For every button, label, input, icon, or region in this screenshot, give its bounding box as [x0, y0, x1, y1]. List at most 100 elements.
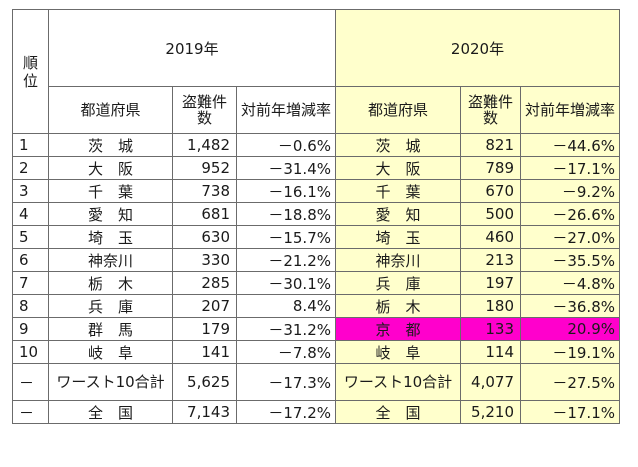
rank-cell: 4	[12, 202, 49, 226]
rate-2020-cell: －9.2%	[520, 179, 620, 203]
thefts-header-2020: 盗難件数	[460, 86, 521, 134]
rate-2020-cell: －26.6%	[520, 202, 620, 226]
theft-ranking-table-container: 順位 2019年 2020年 都道府県 盗難件数 対前年増減率 都道府県 盗難件…	[12, 9, 620, 424]
rate-2019-cell: －15.7%	[236, 225, 336, 249]
thefts-2020-cell: 789	[460, 156, 521, 180]
national-label-2020: 全 国	[335, 400, 461, 424]
table-row: 6 神奈川 330 －21.2% 神奈川 213 －35.5%	[12, 248, 620, 272]
prefecture-2019-cell: 栃 木	[48, 271, 173, 295]
thefts-2019-cell: 285	[172, 271, 237, 295]
thefts-2020-cell: 114	[460, 340, 521, 364]
prefecture-2020-cell: 兵 庫	[335, 271, 461, 295]
national-rank: －	[12, 400, 49, 424]
prefecture-2019-cell: 茨 城	[48, 133, 173, 157]
rate-2019-cell: －21.2%	[236, 248, 336, 272]
rate-2019-cell: －7.8%	[236, 340, 336, 364]
thefts-2019-cell: 330	[172, 248, 237, 272]
thefts-2019-cell: 681	[172, 202, 237, 226]
year-2020-header: 2020年	[335, 9, 620, 87]
thefts-2019-cell: 738	[172, 179, 237, 203]
thefts-2020-cell: 213	[460, 248, 521, 272]
national-label-2019: 全 国	[48, 400, 173, 424]
rate-2020-cell: －4.8%	[520, 271, 620, 295]
rank-cell: 10	[12, 340, 49, 364]
rate-2020-cell: －44.6%	[520, 133, 620, 157]
table-row: 10 岐 阜 141 －7.8% 岐 阜 114 －19.1%	[12, 340, 620, 364]
rate-2020-cell: －36.8%	[520, 294, 620, 318]
prefecture-2019-cell: 岐 阜	[48, 340, 173, 364]
prefecture-2019-cell: 埼 玉	[48, 225, 173, 249]
prefecture-2020-cell: 岐 阜	[335, 340, 461, 364]
prefecture-2019-cell: 大 阪	[48, 156, 173, 180]
worst10-label-2019: ワースト10合計	[48, 363, 173, 401]
thefts-2020-cell: 197	[460, 271, 521, 295]
thefts-2020-cell: 460	[460, 225, 521, 249]
worst10-rank: －	[12, 363, 49, 401]
prefecture-2020-cell: 千 葉	[335, 179, 461, 203]
rate-header-2019: 対前年増減率	[236, 86, 336, 134]
prefecture-2019-cell: 群 馬	[48, 317, 173, 341]
rank-cell: 9	[12, 317, 49, 341]
thefts-2019-cell: 1,482	[172, 133, 237, 157]
prefecture-2020-cell: 神奈川	[335, 248, 461, 272]
header-row-columns: 都道府県 盗難件数 対前年増減率 都道府県 盗難件数 対前年増減率	[13, 86, 620, 134]
prefecture-2019-cell: 千 葉	[48, 179, 173, 203]
national-rate-2019: －17.2%	[236, 400, 336, 424]
thefts-header-2020-label: 盗難件数	[467, 93, 513, 127]
prefecture-2019-cell: 兵 庫	[48, 294, 173, 318]
rate-2020-cell: －19.1%	[520, 340, 620, 364]
thefts-2019-cell: 952	[172, 156, 237, 180]
rate-2019-cell: －30.1%	[236, 271, 336, 295]
worst10-thefts-2020: 4,077	[460, 363, 521, 401]
rank-cell: 6	[12, 248, 49, 272]
worst10-label-2020: ワースト10合計	[335, 363, 461, 401]
worst10-rate-2020: －27.5%	[520, 363, 620, 401]
header-row-years: 順位 2019年 2020年	[12, 9, 620, 134]
prefecture-header-2020: 都道府県	[335, 86, 461, 134]
rate-2019-cell: －31.4%	[236, 156, 336, 180]
prefecture-2020-cell: 栃 木	[335, 294, 461, 318]
thefts-2019-cell: 141	[172, 340, 237, 364]
prefecture-2020-cell: 大 阪	[335, 156, 461, 180]
rate-header-2019-label: 対前年増減率	[241, 101, 332, 119]
prefecture-header-2019: 都道府県	[48, 86, 173, 134]
rate-2019-cell: 8.4%	[236, 294, 336, 318]
national-rate-2020: －17.1%	[520, 400, 620, 424]
national-thefts-2019: 7,143	[172, 400, 237, 424]
rank-cell: 2	[12, 156, 49, 180]
thefts-2019-cell: 179	[172, 317, 237, 341]
theft-ranking-table: 順位 2019年 2020年 都道府県 盗難件数 対前年増減率 都道府県 盗難件…	[12, 9, 620, 424]
thefts-2020-cell: 500	[460, 202, 521, 226]
rank-cell: 7	[12, 271, 49, 295]
rank-cell: 5	[12, 225, 49, 249]
worst10-rate-2019: －17.3%	[236, 363, 336, 401]
thefts-2020-cell: 821	[460, 133, 521, 157]
prefecture-2019-cell: 愛 知	[48, 202, 173, 226]
rate-2020-cell: －17.1%	[520, 156, 620, 180]
thefts-2020-cell: 133	[460, 317, 521, 341]
rate-2020-cell: －27.0%	[520, 225, 620, 249]
rank-cell: 8	[12, 294, 49, 318]
prefecture-2020-cell: 茨 城	[335, 133, 461, 157]
rank-cell: 3	[12, 179, 49, 203]
thefts-2019-cell: 630	[172, 225, 237, 249]
thefts-2020-cell: 180	[460, 294, 521, 318]
thefts-header-2019-label: 盗難件数	[181, 93, 227, 127]
prefecture-2020-cell: 京 都	[335, 317, 461, 341]
rate-header-2020: 対前年増減率	[520, 86, 620, 134]
prefecture-2020-cell: 愛 知	[335, 202, 461, 226]
rank-header-label: 順位	[22, 54, 38, 90]
rate-2019-cell: －31.2%	[236, 317, 336, 341]
rate-header-2020-label: 対前年増減率	[525, 101, 616, 119]
rate-2020-cell: 20.9%	[520, 317, 620, 341]
thefts-2020-cell: 670	[460, 179, 521, 203]
rank-cell: 1	[12, 133, 49, 157]
